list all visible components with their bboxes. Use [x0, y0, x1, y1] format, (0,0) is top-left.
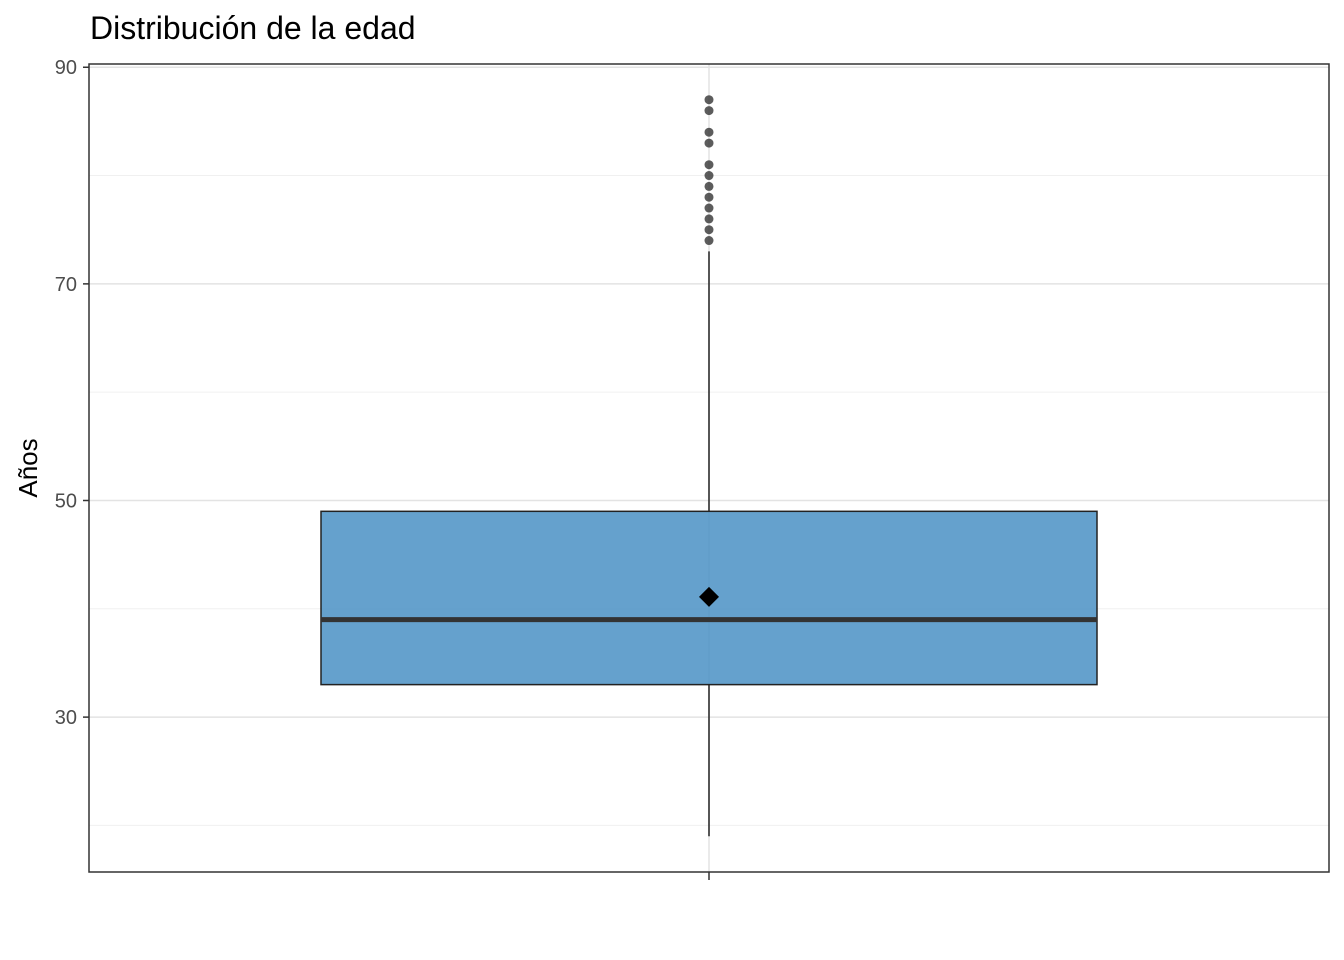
outlier-point — [704, 127, 714, 137]
chart-title: Distribución de la edad — [90, 10, 416, 46]
y-tick-label: 90 — [55, 57, 77, 79]
outlier-point — [704, 95, 714, 105]
outlier-point — [704, 181, 714, 191]
outlier-point — [704, 171, 714, 181]
outlier-point — [704, 138, 714, 148]
y-tick-label: 70 — [55, 274, 77, 296]
outlier-point — [704, 160, 714, 170]
mean-marker — [699, 586, 719, 607]
axis-layer: 30 50 70 90 — [55, 57, 1330, 880]
y-tick-label: 50 — [55, 490, 77, 512]
outlier-point — [704, 203, 714, 213]
outlier-point — [704, 106, 714, 116]
y-axis-title: Años — [13, 438, 43, 497]
outlier-point — [704, 192, 714, 202]
box-layer — [320, 95, 1098, 837]
outlier-point — [704, 236, 714, 246]
outlier-point — [704, 225, 714, 235]
outlier-point — [704, 214, 714, 224]
y-tick-label: 30 — [55, 707, 77, 729]
